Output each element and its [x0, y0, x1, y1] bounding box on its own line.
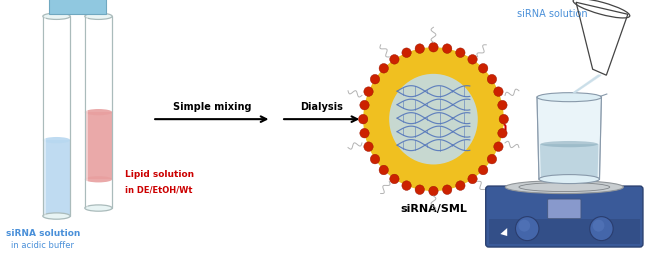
- Bar: [489, 219, 640, 244]
- Circle shape: [429, 43, 438, 53]
- Circle shape: [390, 174, 399, 184]
- Circle shape: [415, 45, 424, 54]
- Circle shape: [370, 155, 380, 164]
- Circle shape: [360, 129, 369, 138]
- Circle shape: [455, 49, 465, 58]
- Circle shape: [415, 185, 424, 195]
- Ellipse shape: [43, 14, 70, 20]
- Circle shape: [590, 217, 613, 241]
- Circle shape: [389, 75, 478, 165]
- Text: siRNA solution: siRNA solution: [6, 228, 80, 237]
- Circle shape: [518, 220, 530, 232]
- Text: in DE/EtOH/Wt: in DE/EtOH/Wt: [125, 184, 193, 193]
- Circle shape: [370, 75, 380, 85]
- Text: Lipid: Lipid: [467, 108, 497, 118]
- FancyBboxPatch shape: [547, 199, 581, 219]
- Circle shape: [499, 115, 508, 124]
- Circle shape: [360, 101, 369, 110]
- Ellipse shape: [85, 177, 112, 183]
- Bar: [43, 140, 70, 216]
- Ellipse shape: [85, 14, 112, 20]
- Circle shape: [498, 129, 507, 138]
- Circle shape: [592, 220, 604, 232]
- Polygon shape: [49, 0, 107, 15]
- Circle shape: [468, 174, 477, 184]
- Ellipse shape: [537, 93, 602, 102]
- Circle shape: [468, 55, 477, 65]
- Circle shape: [402, 181, 411, 191]
- Ellipse shape: [540, 141, 598, 148]
- Bar: [85, 113, 112, 180]
- Circle shape: [402, 49, 411, 58]
- Text: siRNA/SML: siRNA/SML: [400, 203, 467, 213]
- Ellipse shape: [85, 109, 112, 116]
- Circle shape: [364, 142, 373, 152]
- Polygon shape: [500, 228, 507, 236]
- Circle shape: [379, 166, 389, 175]
- Circle shape: [358, 115, 368, 124]
- Ellipse shape: [539, 175, 600, 184]
- Text: Dialysis: Dialysis: [300, 102, 343, 112]
- Polygon shape: [540, 145, 598, 179]
- Circle shape: [498, 101, 507, 110]
- FancyBboxPatch shape: [486, 186, 643, 247]
- Circle shape: [455, 181, 465, 191]
- Text: Lipid solution: Lipid solution: [125, 169, 194, 178]
- Circle shape: [364, 87, 373, 97]
- Circle shape: [516, 217, 539, 241]
- Polygon shape: [537, 98, 602, 179]
- Bar: [85, 17, 112, 208]
- Circle shape: [479, 64, 488, 74]
- Ellipse shape: [85, 205, 112, 211]
- Circle shape: [494, 142, 503, 152]
- Text: in acidic buffer: in acidic buffer: [11, 240, 74, 249]
- Circle shape: [379, 64, 389, 74]
- Ellipse shape: [505, 181, 624, 194]
- Ellipse shape: [43, 213, 70, 219]
- Circle shape: [429, 186, 438, 196]
- Circle shape: [494, 87, 503, 97]
- Circle shape: [487, 155, 496, 164]
- Ellipse shape: [43, 213, 70, 219]
- Text: Simple mixing: Simple mixing: [173, 102, 251, 112]
- Text: siRNA solution: siRNA solution: [517, 9, 588, 19]
- Circle shape: [363, 48, 504, 191]
- Circle shape: [479, 166, 488, 175]
- Circle shape: [390, 55, 399, 65]
- Bar: [43, 17, 70, 216]
- Circle shape: [487, 75, 496, 85]
- Circle shape: [442, 45, 452, 54]
- Text: solution: solution: [457, 122, 508, 132]
- Circle shape: [442, 185, 452, 195]
- Ellipse shape: [43, 137, 70, 144]
